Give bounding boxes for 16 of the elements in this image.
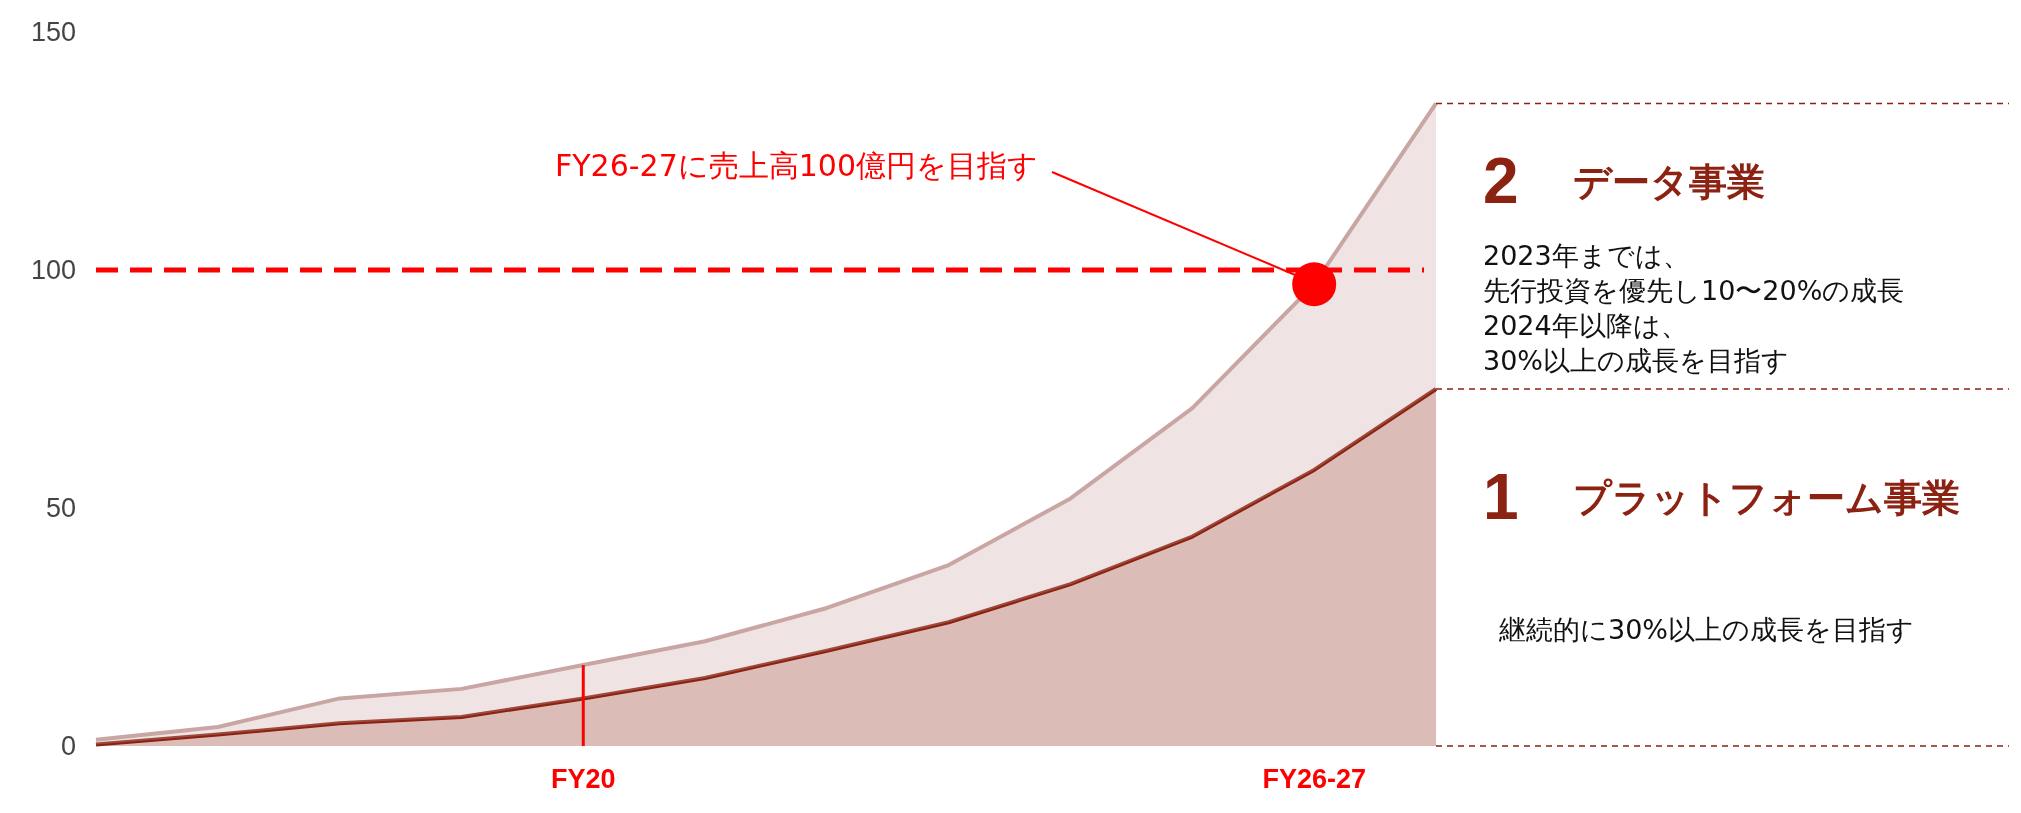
text: 先行投資を優先し10〜20%の成長 (1483, 275, 1905, 307)
x-tick-label: FY20 (551, 764, 616, 794)
x-tick-label: FY26-27 (1262, 764, 1366, 794)
text: 1 (1483, 461, 1519, 533)
text: 2024年以降は、 (1483, 310, 1688, 342)
y-tick-label: 50 (45, 493, 76, 524)
text: 30%以上の成長を目指す (1483, 345, 1790, 377)
text: 2023年までは、 (1483, 240, 1690, 272)
y-tick-label: 150 (30, 17, 76, 48)
y-tick-label: 0 (60, 731, 76, 762)
text: 継続的に30%以上の成長を目指す (1498, 614, 1915, 645)
annotation: FY26-27に売上高100億円を目指す (554, 148, 1038, 183)
y-tick-label: 100 (30, 255, 76, 286)
text: 2 (1483, 145, 1519, 218)
text: データ事業 (1573, 160, 1765, 205)
text: プラットフォーム事業 (1573, 476, 1960, 520)
